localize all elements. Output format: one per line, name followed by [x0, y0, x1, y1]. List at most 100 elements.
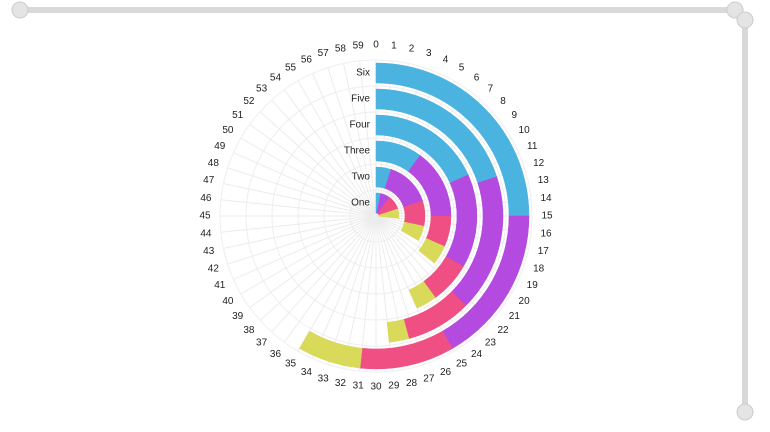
angle-tick-label: 16	[541, 229, 553, 240]
angle-tick-label: 14	[541, 193, 553, 204]
grid-line	[227, 215, 377, 265]
grid-line	[271, 99, 377, 217]
grid-line	[359, 215, 377, 372]
angle-tick-label: 56	[301, 54, 313, 65]
bar-segment	[299, 330, 363, 369]
angle-tick-label: 31	[353, 381, 365, 392]
grid-line	[375, 215, 519, 280]
bar-segment	[408, 281, 436, 309]
angle-tick-label: 53	[256, 84, 268, 95]
grid-line	[220, 199, 377, 217]
angle-tick-label: 57	[318, 48, 330, 59]
grid-line	[359, 60, 377, 217]
angle-tick-label: 59	[353, 41, 365, 52]
angle-tick-label: 55	[285, 63, 297, 74]
angle-tick-label: 18	[533, 263, 545, 274]
grid-line	[223, 183, 377, 217]
grid-line	[375, 99, 481, 217]
angle-tick-label: 12	[533, 158, 545, 169]
angle-tick-label: 32	[335, 378, 347, 389]
angle-tick-label: 29	[388, 381, 400, 392]
angle-tick-label: 3	[426, 48, 432, 59]
grid-line	[375, 89, 469, 217]
scroll-grip[interactable]	[11, 1, 29, 19]
grid-line	[375, 111, 493, 217]
grid-line	[375, 67, 425, 217]
angle-tick-label: 7	[488, 84, 494, 95]
grid-line	[327, 215, 377, 365]
grid-line	[375, 215, 512, 295]
angle-tick-label: 49	[214, 141, 226, 152]
angle-tick-label: 35	[285, 359, 297, 370]
grid-line	[375, 215, 493, 321]
angle-tick-label: 36	[270, 349, 282, 360]
scroll-grip[interactable]	[736, 403, 754, 421]
grid-line	[240, 215, 377, 295]
angle-tick-label: 9	[512, 110, 518, 121]
angle-tick-label: 52	[243, 96, 255, 107]
angle-tick-label: 24	[471, 349, 483, 360]
angle-tick-label: 17	[538, 246, 550, 257]
grid-line	[233, 152, 377, 217]
grid-line	[283, 215, 377, 343]
grid-line	[375, 215, 481, 333]
category-label: Three	[344, 146, 371, 157]
angle-tick-label: 21	[509, 311, 521, 322]
grid-line	[375, 215, 440, 359]
grid-line	[327, 67, 377, 217]
angle-tick-label: 25	[456, 359, 468, 370]
bar-segment	[386, 319, 410, 343]
angle-tick-label: 20	[519, 296, 531, 307]
grid-line	[259, 215, 377, 321]
grid-line	[375, 123, 503, 217]
angle-tick-label: 0	[373, 40, 379, 51]
angle-tick-label: 41	[214, 280, 226, 291]
category-label: Five	[351, 94, 370, 105]
angle-tick-label: 4	[443, 54, 449, 65]
angle-tick-label: 48	[208, 158, 220, 169]
grid-line	[375, 60, 393, 217]
grid-line	[297, 80, 377, 217]
category-label: Two	[352, 172, 371, 183]
grid-line	[249, 123, 377, 217]
grid-line	[259, 111, 377, 217]
angle-tick-label: 10	[519, 125, 531, 136]
grid-line	[233, 215, 377, 280]
angle-tick-label: 28	[406, 378, 418, 389]
grid-line	[227, 167, 377, 217]
scrollbar-chrome	[11, 1, 754, 421]
grid-line	[375, 215, 529, 249]
grid-line	[375, 183, 529, 217]
grid-line	[375, 215, 455, 352]
grid-line	[271, 215, 377, 333]
grid-line	[375, 215, 469, 343]
angle-tick-label: 6	[474, 72, 480, 83]
grid-line	[343, 63, 377, 217]
bar-segment	[418, 238, 445, 264]
grid-line	[375, 73, 440, 217]
grid-line	[375, 215, 393, 372]
angle-tick-label: 27	[423, 373, 435, 384]
grid-line	[375, 215, 503, 309]
angle-tick-label: 8	[500, 96, 506, 107]
angle-tick-label: 1	[391, 41, 397, 52]
grid-line	[343, 215, 377, 369]
angle-tick-label: 38	[243, 325, 255, 336]
scroll-grip[interactable]	[736, 11, 754, 29]
angle-tick-label: 11	[527, 141, 538, 152]
grid-line	[220, 215, 377, 233]
grid-line	[375, 63, 409, 217]
angle-tick-label: 42	[208, 263, 220, 274]
angle-tick-label: 51	[232, 110, 244, 121]
angle-tick-label: 44	[200, 229, 212, 240]
grid-line	[249, 215, 377, 309]
angle-tick-label: 37	[256, 338, 268, 349]
angle-tick-label: 45	[199, 211, 211, 222]
grid-line	[223, 215, 377, 249]
bar-segment	[400, 221, 425, 241]
angle-tick-label: 30	[370, 382, 382, 393]
grid-line	[297, 215, 377, 352]
angle-tick-label: 22	[498, 325, 510, 336]
grid-line	[375, 215, 425, 365]
